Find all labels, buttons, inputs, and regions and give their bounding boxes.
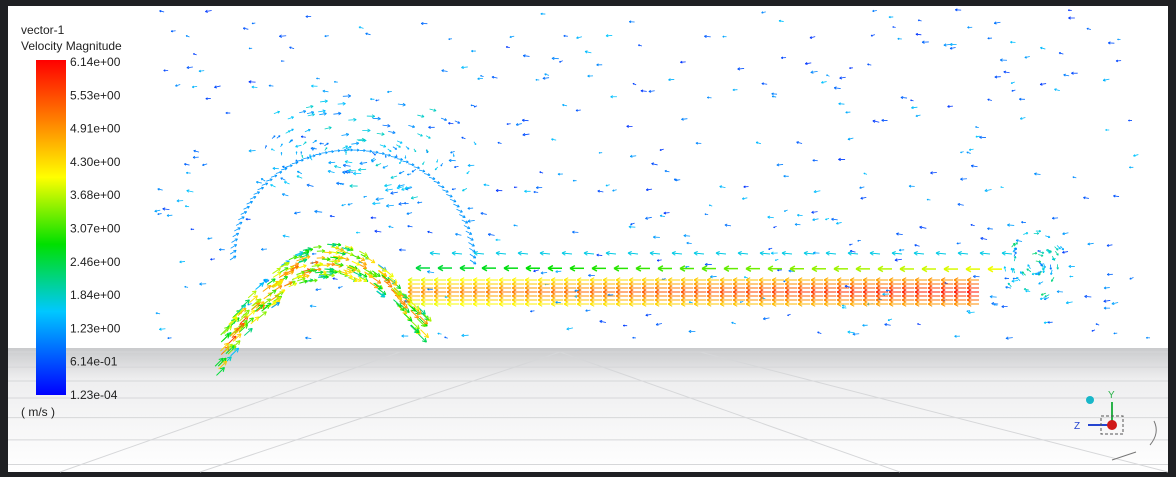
floor: [8, 348, 1168, 472]
graphics-window: vector-1 Velocity Magnitude ( m/s ) 6.14…: [0, 0, 1176, 477]
legend-tick-label: 4.91e+00: [70, 122, 121, 136]
legend-tick-label: 6.14e+00: [70, 55, 121, 69]
triad-z: Z: [1074, 421, 1080, 432]
legend-tick-label: 1.84e+00: [70, 288, 121, 302]
legend-tick-label: 1.23e+00: [70, 321, 121, 335]
legend-tick-label: 6.14e-01: [70, 355, 118, 369]
legend-tick-label: 2.46e+00: [70, 255, 121, 269]
legend-name: vector-1: [21, 23, 65, 37]
legend-units: ( m/s ): [21, 405, 55, 419]
page: vector-1 Velocity Magnitude ( m/s ) 6.14…: [0, 0, 1176, 477]
legend-tick-label: 5.53e+00: [70, 88, 121, 102]
legend-tick-label: 3.68e+00: [70, 188, 121, 202]
legend-tick-label: 1.23e-04: [70, 388, 118, 402]
triad-y: Y: [1108, 390, 1115, 401]
legend-title: Velocity Magnitude: [21, 39, 122, 53]
colorbar: [36, 60, 66, 395]
legend-tick-label: 3.07e+00: [70, 222, 121, 236]
legend-tick-label: 4.30e+00: [70, 155, 121, 169]
